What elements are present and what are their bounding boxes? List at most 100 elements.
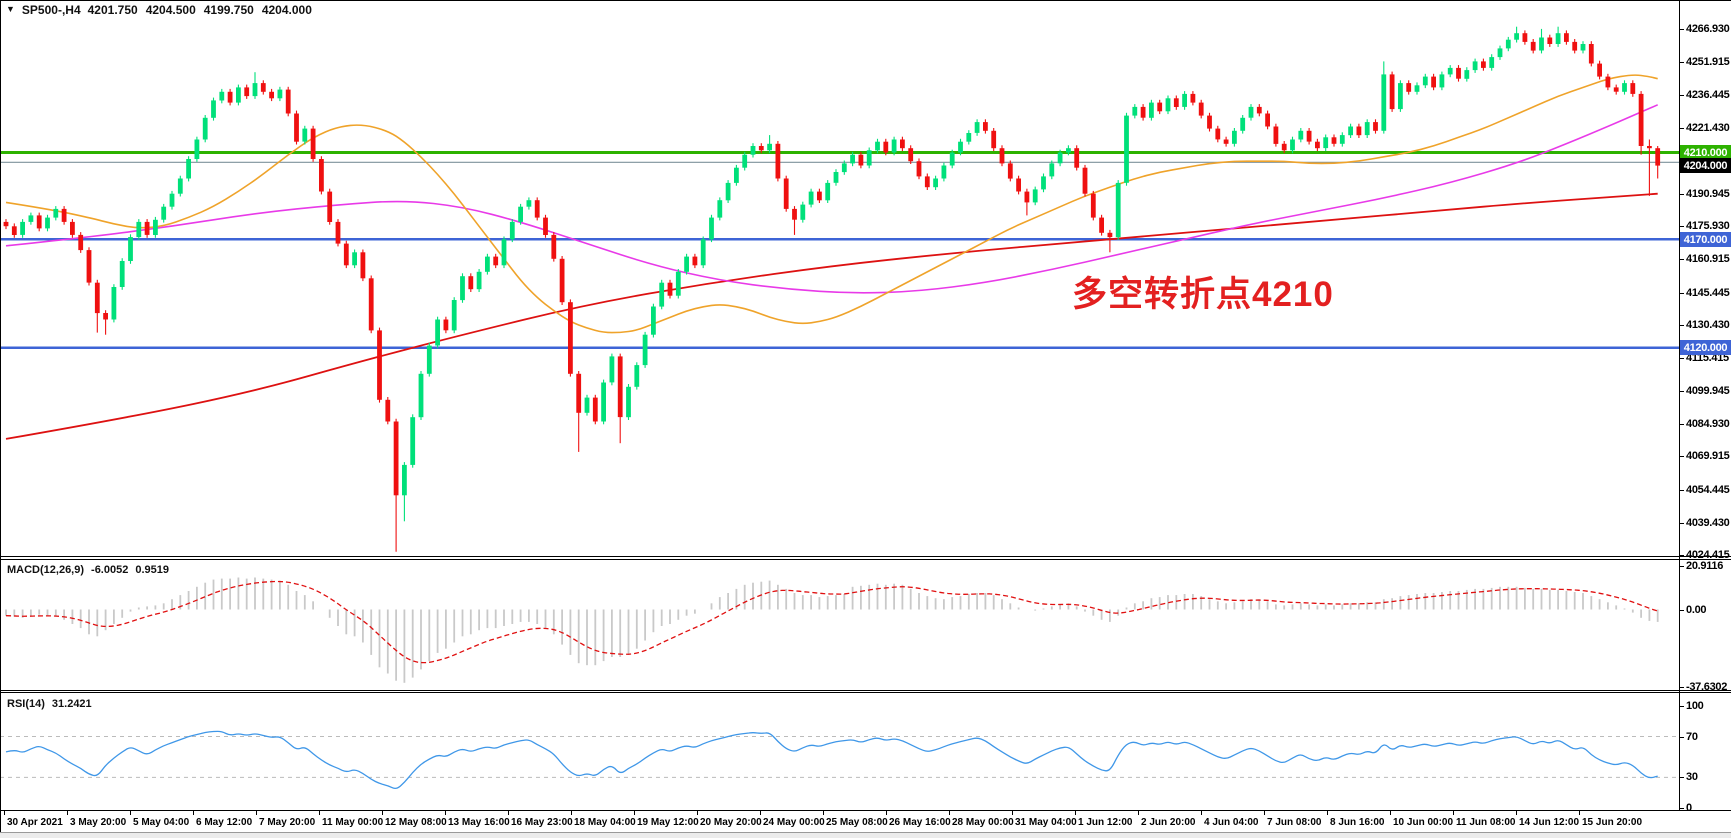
candle-body	[1588, 44, 1594, 64]
candle-body	[949, 152, 955, 166]
date-axis[interactable]: 30 Apr 2021 3 May 20:00 5 May 04:00 6 May 1…	[0, 811, 1731, 832]
candle-body	[1348, 126, 1353, 136]
date-tick-mark	[634, 811, 635, 815]
rsi-panel-bottom-border	[0, 810, 1731, 811]
price-axis-label: 4190.945	[1680, 188, 1731, 200]
candle-body	[1431, 76, 1436, 88]
candle-body	[128, 237, 133, 261]
date-label: 15 Jun 20:00	[1582, 817, 1643, 828]
candle-body	[327, 191, 333, 222]
candle-body	[78, 234, 84, 251]
candle-body	[302, 128, 308, 142]
candle-body	[11, 226, 17, 235]
candle-body	[144, 221, 150, 235]
candle-body	[402, 464, 407, 496]
candle-body	[875, 141, 880, 151]
date-label: 24 May 00:00	[763, 817, 825, 828]
axis-tick-mark	[1680, 686, 1684, 688]
candle-body	[1364, 122, 1370, 136]
date-tick-mark	[1390, 811, 1391, 815]
symbol-timeframe: SP500-,H4	[21, 3, 81, 17]
date-label: 30 Apr 2021	[7, 817, 63, 828]
candle-body	[451, 300, 457, 331]
rsi-panel-chart[interactable]	[0, 693, 1679, 810]
frame-left-border	[0, 0, 1, 832]
candle-body	[53, 208, 59, 218]
candle-body	[675, 271, 681, 296]
axis-tick-mark	[1680, 565, 1684, 567]
moving-average-orange	[5, 74, 1658, 334]
candle-body	[700, 239, 706, 266]
rsi-name: RSI(14)	[7, 698, 45, 710]
candle-body	[924, 176, 930, 188]
candle-body	[1497, 48, 1503, 58]
candle-body	[800, 204, 806, 220]
candle-body	[360, 252, 366, 279]
candle-body	[1514, 33, 1519, 40]
axis-tick-mark	[1680, 390, 1684, 392]
candle-body	[1381, 74, 1387, 131]
candle-body	[426, 345, 432, 374]
window-bottom-strip	[0, 832, 1731, 838]
candle-body	[592, 397, 598, 422]
candle-body	[983, 122, 988, 131]
candle-body	[285, 89, 291, 114]
rsi-indicator-label: RSI(14) 31.2421	[7, 698, 92, 710]
date-label: 25 May 08:00	[826, 817, 888, 828]
date-label: 8 Jun 16:00	[1330, 817, 1385, 828]
candle-body	[501, 239, 507, 266]
candle-body	[908, 148, 914, 162]
date-tick-mark	[1012, 811, 1013, 815]
candle-body	[368, 278, 374, 331]
price-badge-4210.000: 4210.000	[1680, 145, 1731, 160]
candle-body	[792, 208, 797, 220]
date-label: 11 Jun 08:00	[1456, 817, 1516, 828]
date-tick-mark	[1453, 811, 1454, 815]
main-price-chart[interactable]	[0, 0, 1679, 556]
candle-body	[153, 219, 158, 235]
rsi-panel-top-border	[0, 692, 1731, 693]
candle-body	[966, 133, 972, 142]
axis-tick-mark	[1680, 609, 1684, 611]
axis-tick-mark	[1680, 522, 1684, 524]
candle-body	[1505, 39, 1511, 49]
candle-body	[1198, 102, 1204, 116]
date-tick-mark	[949, 811, 950, 815]
date-tick-mark	[1138, 811, 1139, 815]
symbol-dropdown-icon[interactable]: ▼	[6, 4, 15, 14]
axis-tick-mark	[1680, 554, 1684, 556]
candle-body	[1306, 130, 1312, 142]
candle-body	[136, 221, 142, 238]
date-tick-mark	[571, 811, 572, 815]
macd-axis-label: 20.9116	[1680, 560, 1731, 572]
date-tick-mark	[697, 811, 698, 815]
candle-body	[1240, 117, 1246, 131]
axis-tick-mark	[1680, 61, 1684, 63]
date-tick-mark	[1579, 811, 1580, 815]
candle-body	[1165, 98, 1171, 112]
candle-body	[1622, 83, 1627, 92]
date-label: 1 Jun 12:00	[1078, 817, 1133, 828]
candle-body	[177, 178, 183, 194]
chart-text-annotation[interactable]: 多空转折点4210	[1072, 275, 1334, 314]
candle-body	[111, 287, 117, 320]
axis-tick-mark	[1680, 292, 1684, 294]
date-label: 20 May 20:00	[700, 817, 762, 828]
candle-body	[1115, 182, 1121, 238]
chart-title: ▼ SP500-,H4 4201.750 4204.500 4199.750 4…	[6, 3, 312, 17]
moving-average-red	[5, 192, 1658, 440]
date-label: 4 Jun 04:00	[1204, 817, 1259, 828]
date-label: 2 Jun 20:00	[1141, 817, 1196, 828]
candle-body	[1331, 137, 1337, 144]
date-label: 7 Jun 08:00	[1267, 817, 1322, 828]
candle-body	[70, 221, 75, 235]
candle-body	[734, 167, 739, 183]
date-label: 28 May 00:00	[952, 817, 1014, 828]
candle-body	[659, 282, 665, 307]
date-tick-mark	[193, 811, 194, 815]
candle-body	[783, 178, 789, 209]
price-axis-label: 4221.430	[1680, 122, 1731, 134]
candle-body	[61, 208, 67, 222]
candle-body	[767, 143, 772, 151]
macd-panel-chart[interactable]	[0, 560, 1679, 690]
